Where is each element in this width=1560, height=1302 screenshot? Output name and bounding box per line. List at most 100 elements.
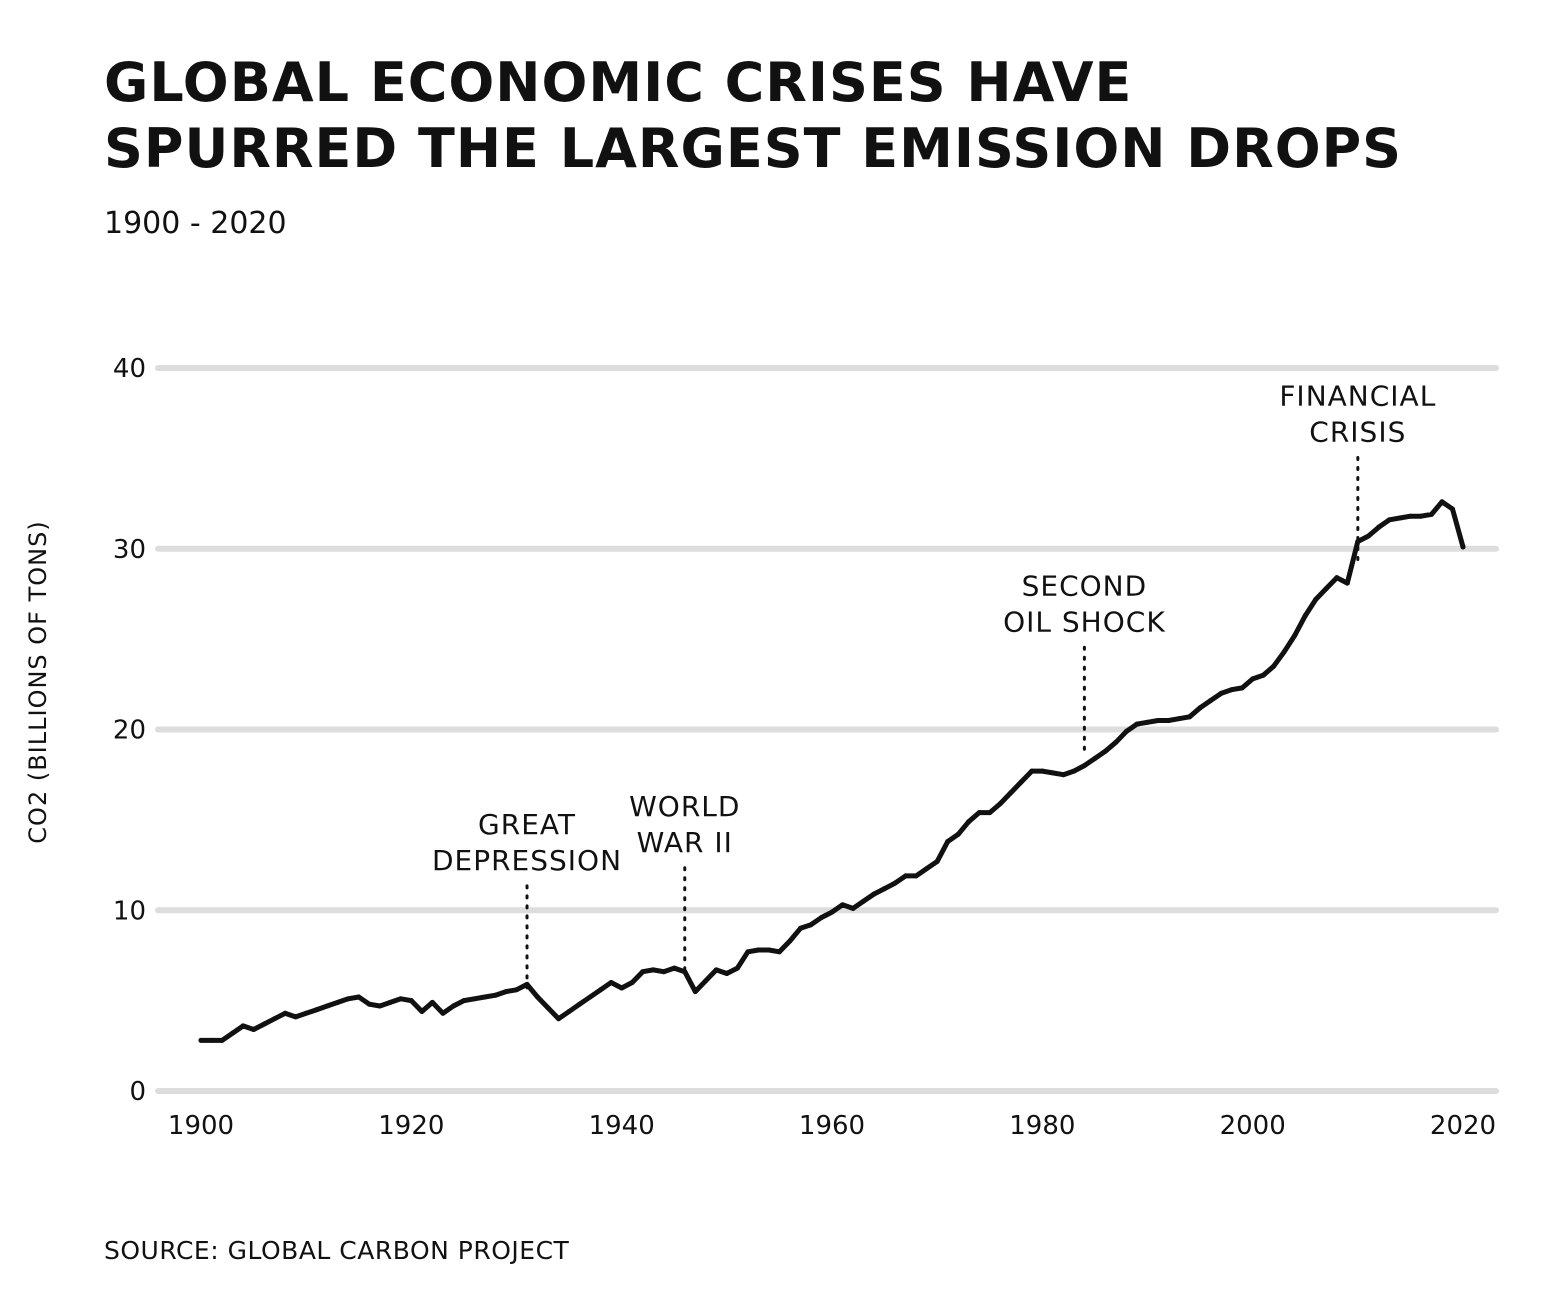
data-point-1944 <box>661 969 667 975</box>
data-point-1962 <box>850 905 856 911</box>
data-point-2020 <box>1460 544 1466 550</box>
annotation-label-2-line-1: OIL SHOCK <box>1003 605 1166 638</box>
data-point-1928 <box>492 992 498 998</box>
data-point-1958 <box>808 922 814 928</box>
data-point-2001 <box>1260 672 1266 678</box>
data-point-1943 <box>650 967 656 973</box>
annotation-label-3-line-1: CRISIS <box>1309 415 1406 448</box>
data-point-1981 <box>1050 770 1056 776</box>
data-point-1968 <box>913 873 919 879</box>
x-tick-label-2000: 2000 <box>1220 1111 1286 1141</box>
data-point-1945 <box>671 965 677 971</box>
annotation-label-0-line-0: GREAT <box>478 808 576 841</box>
data-point-1952 <box>745 949 751 955</box>
annotation-label-0-line-1: DEPRESSION <box>432 844 622 877</box>
data-point-1990 <box>1145 719 1150 725</box>
series-points <box>198 499 1466 1043</box>
data-point-1973 <box>966 819 972 825</box>
annotation-label-1-line-0: WORLD <box>629 790 740 823</box>
data-point-1950 <box>724 971 730 977</box>
data-point-1956 <box>787 938 793 944</box>
data-point-1979 <box>1029 768 1035 774</box>
data-point-1998 <box>1229 687 1235 693</box>
data-point-1946 <box>682 969 688 975</box>
data-point-1991 <box>1155 717 1161 723</box>
data-point-1922 <box>429 999 435 1005</box>
data-point-1960 <box>829 909 835 915</box>
data-point-1924 <box>450 1003 456 1009</box>
data-point-2019 <box>1449 506 1455 512</box>
y-tick-label-20: 20 <box>113 716 146 746</box>
data-point-1986 <box>1102 748 1108 754</box>
chart-title-line-2: SPURRED THE LARGEST EMISSION DROPS <box>104 117 1403 180</box>
data-point-1916 <box>366 1001 372 1007</box>
data-point-1978 <box>1018 779 1024 785</box>
data-point-2009 <box>1344 580 1350 586</box>
data-point-1966 <box>892 880 898 886</box>
data-point-1909 <box>293 1014 299 1020</box>
data-point-1964 <box>871 891 877 897</box>
x-tick-label-1900: 1900 <box>168 1111 234 1141</box>
data-point-1996 <box>1208 698 1214 704</box>
data-point-1974 <box>976 810 982 816</box>
data-point-1949 <box>713 967 719 973</box>
data-point-1970 <box>934 858 940 864</box>
chart-subtitle: 1900 - 2020 <box>104 206 287 241</box>
data-point-1953 <box>755 947 761 953</box>
data-point-2015 <box>1407 513 1413 519</box>
y-tick-label-0: 0 <box>129 1077 146 1107</box>
data-point-2003 <box>1281 649 1287 655</box>
data-point-1988 <box>1123 728 1129 734</box>
data-point-1983 <box>1071 768 1077 774</box>
data-point-1901 <box>209 1037 215 1043</box>
data-point-1905 <box>251 1027 257 1033</box>
x-tick-label-1940: 1940 <box>589 1111 655 1141</box>
annotation-label-2-line-0: SECOND <box>1022 569 1148 602</box>
data-point-2012 <box>1376 524 1382 530</box>
data-point-1967 <box>903 873 909 879</box>
data-point-1984 <box>1081 763 1087 769</box>
data-point-1948 <box>703 978 709 984</box>
data-point-1930 <box>514 987 519 993</box>
annotation-label-1-line-1: WAR II <box>637 826 733 859</box>
data-point-1965 <box>882 886 888 892</box>
data-point-1982 <box>1060 772 1066 778</box>
x-tick-label-1920: 1920 <box>378 1111 444 1141</box>
y-tick-label-30: 30 <box>113 535 146 565</box>
data-point-1907 <box>272 1016 278 1022</box>
data-point-1914 <box>345 996 351 1002</box>
data-point-1915 <box>356 994 362 1000</box>
data-point-1906 <box>261 1021 267 1027</box>
chart-title: GLOBAL ECONOMIC CRISES HAVE SPURRED THE L… <box>104 50 1402 182</box>
data-point-2007 <box>1323 586 1329 592</box>
data-point-1969 <box>924 866 930 872</box>
data-point-1985 <box>1092 755 1098 761</box>
data-point-2016 <box>1418 513 1424 519</box>
data-point-1911 <box>314 1007 320 1013</box>
data-point-1904 <box>240 1023 246 1029</box>
data-point-1921 <box>419 1008 425 1014</box>
data-point-1936 <box>577 1001 583 1007</box>
data-point-1977 <box>1008 790 1014 796</box>
chart-title-line-1: GLOBAL ECONOMIC CRISES HAVE <box>104 51 1133 114</box>
data-point-1917 <box>377 1003 383 1009</box>
data-point-1997 <box>1218 690 1224 696</box>
y-axis-ticks: 0 10 20 30 40 <box>113 354 146 1107</box>
y-tick-label-40: 40 <box>113 354 146 384</box>
data-point-1937 <box>587 994 593 1000</box>
grid-lines <box>155 365 1499 1094</box>
data-point-1926 <box>471 996 477 1002</box>
data-point-2014 <box>1397 515 1403 521</box>
data-point-2011 <box>1365 533 1371 539</box>
data-point-1947 <box>692 989 698 995</box>
data-point-1935 <box>566 1008 572 1014</box>
x-tick-label-2020: 2020 <box>1430 1111 1496 1141</box>
data-point-1976 <box>997 801 1003 807</box>
data-point-1923 <box>440 1010 446 1016</box>
data-point-1951 <box>734 965 740 971</box>
data-point-1989 <box>1134 721 1140 727</box>
data-point-1972 <box>955 831 961 837</box>
data-point-1940 <box>619 985 625 991</box>
data-point-1942 <box>640 969 646 975</box>
